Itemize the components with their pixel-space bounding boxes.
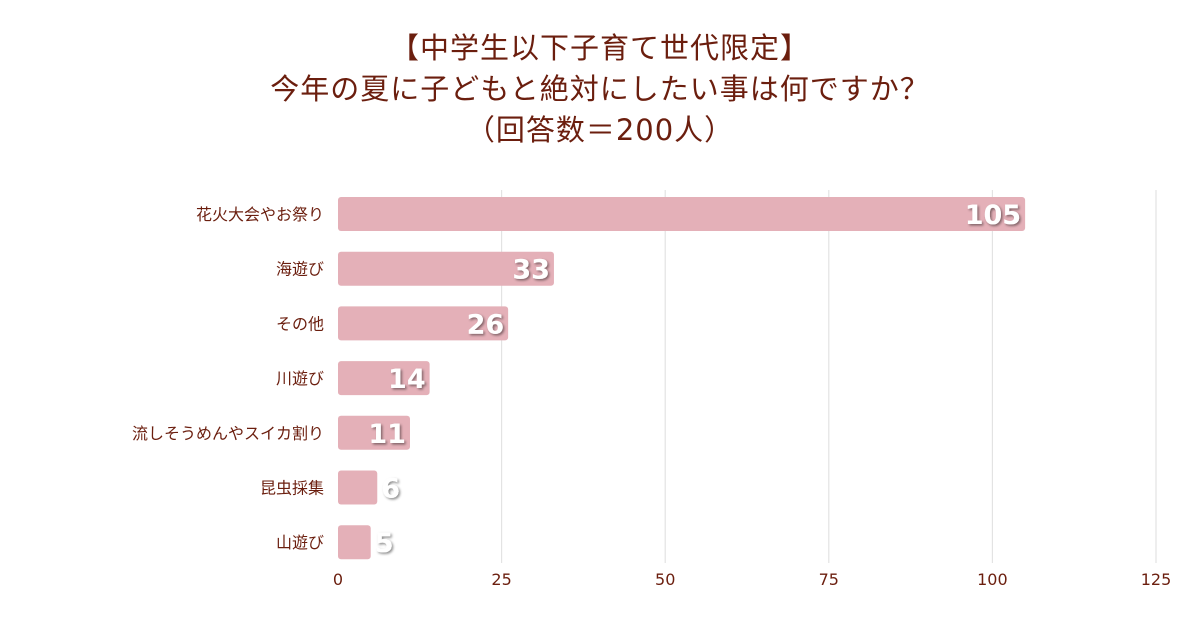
x-tick-label-50: 50 — [655, 570, 675, 589]
bar-4 — [338, 415, 410, 450]
value-label-5: 6 — [381, 474, 400, 505]
x-tick-label-25: 25 — [491, 570, 511, 589]
bar-5 — [338, 470, 378, 505]
x-tick-label-100: 100 — [977, 570, 1008, 589]
title-line-1: 【中学生以下子育て世代限定】 — [389, 31, 810, 65]
bar-0 — [338, 197, 1026, 231]
grid-lines — [501, 190, 1157, 563]
value-label-4: 11 — [368, 419, 406, 450]
category-label-5: 昆虫採集 — [260, 479, 324, 498]
bar-6 — [338, 525, 371, 560]
category-label-4: 流しそうめんやスイカ割り — [132, 424, 324, 443]
chart-title: 【中学生以下子育て世代限定】 今年の夏に子どもと絶対にしたい事は何ですか？ （回… — [0, 28, 1200, 151]
bars — [338, 197, 1026, 560]
category-label-6: 山遊び — [276, 533, 324, 552]
category-label-0: 花火大会やお祭り — [196, 205, 324, 224]
x-tick-label-75: 75 — [819, 570, 839, 589]
bar-1 — [338, 251, 554, 286]
x-axis-ticks: 0 25 50 75 100 125 — [333, 570, 1171, 589]
value-label-2: 26 — [467, 309, 505, 340]
value-label-0: 105 — [965, 200, 1021, 231]
bar-2 — [338, 306, 509, 341]
category-label-1: 海遊び — [276, 260, 324, 279]
value-label-3: 14 — [388, 364, 426, 395]
value-label-1: 33 — [512, 255, 550, 286]
value-label-6: 5 — [375, 528, 394, 559]
bar-3 — [338, 361, 430, 396]
title-line-3: （回答数＝200人） — [465, 113, 735, 147]
x-tick-label-0: 0 — [333, 570, 343, 589]
category-label-3: 川遊び — [276, 369, 324, 388]
title-line-2: 今年の夏に子どもと絶対にしたい事は何ですか？ — [270, 72, 930, 106]
category-label-2: その他 — [276, 314, 324, 333]
x-tick-label-125: 125 — [1141, 570, 1172, 589]
